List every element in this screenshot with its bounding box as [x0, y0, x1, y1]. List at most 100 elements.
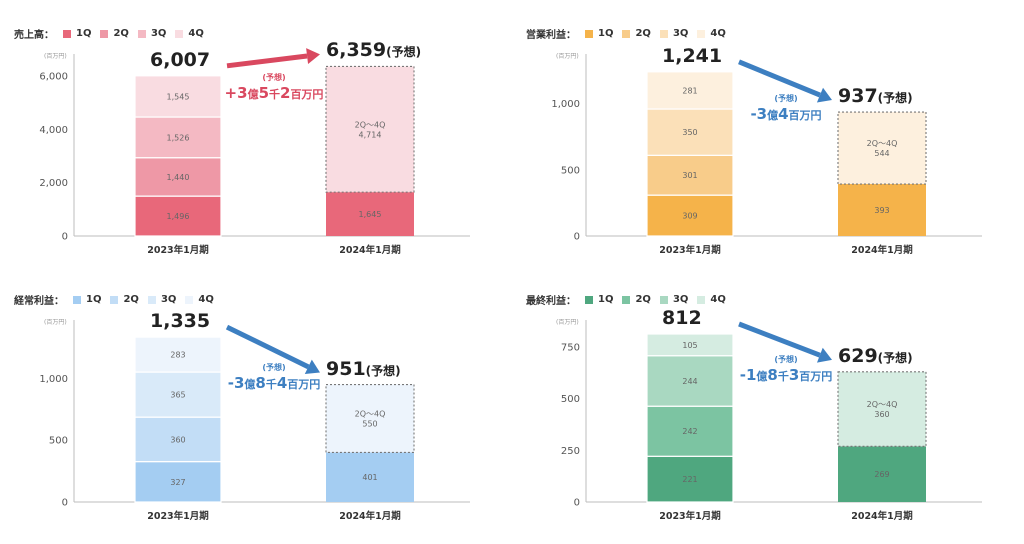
bar-value-label: 244	[682, 377, 697, 386]
x-category-label: 2023年1月期	[659, 245, 721, 256]
diff-unit-part: 3	[788, 365, 800, 384]
diff-label: (予想)	[262, 362, 286, 372]
legend-item-3q: 3Q	[137, 28, 167, 39]
total-2024-forecast: 937(予想)	[838, 85, 913, 107]
legend-item-1q: 1Q	[585, 28, 613, 39]
forecast-period-label: 2Q～4Q	[867, 400, 898, 409]
legend-item-2q: 2Q	[622, 28, 651, 39]
legend-item-4q: 4Q	[697, 294, 726, 305]
legend-item-2q: 2Q	[622, 294, 651, 305]
bar-2023-2q	[646, 154, 734, 196]
bar-2024-1q	[326, 192, 414, 236]
bar-value-label: 1,545	[167, 92, 190, 101]
chart-svg: 0 2,000 4,000 6,000 1,496 1,440 1,526 1,545 1,64…	[39, 48, 470, 243]
y-tick-label: 500	[561, 165, 580, 176]
diff-unit-part: 5	[258, 84, 269, 103]
legend-label: 2Q	[113, 28, 129, 39]
legend-swatch	[622, 295, 631, 304]
bar-value-label: 309	[682, 212, 697, 221]
y-tick-label: 0	[574, 232, 580, 243]
change-arrow-head	[816, 87, 832, 103]
diff-unit-part: 百万円	[799, 369, 833, 383]
total-2024-value: 6,359	[326, 39, 387, 62]
legend-label: 3Q	[150, 28, 167, 39]
diff-label: (予想)	[774, 354, 798, 364]
legend-label: 4Q	[710, 294, 726, 305]
legend-item-4q: 4Q	[185, 294, 214, 305]
legend-item-1q: 1Q	[63, 28, 91, 39]
chart-legend: 経常利益： 1Q 2Q 3Q 4Q	[14, 292, 214, 307]
y-tick-label: 2,000	[39, 178, 68, 189]
total-2023: 812	[662, 307, 702, 329]
diff-unit-part: 千	[777, 369, 789, 383]
chart-title: 最終利益：	[526, 296, 576, 307]
bar-value-label: 242	[682, 427, 697, 436]
x-category-label: 2024年1月期	[851, 245, 913, 256]
total-2024-value: 629	[838, 344, 878, 367]
bar-2023-2q	[646, 405, 734, 457]
y-tick-label: 0	[62, 232, 68, 243]
diff-unit-part: 億	[767, 108, 779, 122]
x-category-label: 2024年1月期	[339, 511, 401, 522]
forecast-period-label: 2Q～4Q	[867, 139, 898, 148]
diff-unit-part: 2	[280, 84, 291, 103]
x-category-label: 2023年1月期	[659, 511, 721, 522]
bar-value-label: 327	[170, 478, 185, 487]
total-2024-value: 951	[326, 357, 366, 380]
forecast-suffix: (予想)	[877, 91, 913, 106]
legend-label: 2Q	[635, 294, 651, 305]
forecast-suffix: (予想)	[365, 363, 401, 378]
bar-2024-forecast-2q-4q	[325, 65, 415, 193]
chart-title: 経常利益：	[14, 296, 64, 307]
y-tick-label: 500	[561, 394, 580, 405]
legend-item-1q: 1Q	[585, 294, 613, 305]
legend-label: 2Q	[123, 294, 139, 305]
legend-swatch	[697, 29, 706, 38]
chart-title: 営業利益：	[526, 30, 576, 41]
forecast-suffix: (予想)	[386, 45, 422, 60]
y-tick-label: 750	[561, 342, 580, 353]
forecast-diff: (予想) +3億5千2百万円	[222, 72, 326, 102]
legend-label: 1Q	[76, 28, 92, 39]
diff-value: +3	[224, 84, 248, 103]
forecast-period-label: 2Q～4Q	[355, 120, 386, 129]
legend-label: 4Q	[710, 28, 726, 39]
total-2024-forecast: 6,359(予想)	[326, 39, 421, 61]
bar-value-label: 281	[682, 86, 697, 95]
diff-unit-part: 4	[778, 104, 789, 123]
diff-unit-part: 千	[269, 88, 280, 102]
forecast-suffix: (予想)	[877, 350, 913, 365]
diff-unit-part: 4	[276, 373, 288, 392]
total-2023: 6,007	[150, 48, 211, 71]
ordinary-profit-chart-panel: 経常利益： 1Q 2Q 3Q 4Q (百万円) 0 500 1,000 327 360 365 283 4…	[0, 284, 500, 544]
bar-2023-1q	[134, 195, 222, 237]
y-tick-label: 1,000	[551, 99, 580, 110]
diff-label: (予想)	[262, 73, 286, 83]
legend-swatch	[137, 29, 146, 38]
unit-label: (百万円)	[556, 53, 579, 60]
y-tick-label: 0	[574, 498, 580, 509]
unit-label: (百万円)	[556, 319, 579, 326]
change-arrow	[226, 53, 308, 69]
legend-swatch	[63, 29, 71, 38]
change-arrow	[738, 59, 821, 98]
legend-label: 3Q	[672, 28, 689, 39]
bar-value-label: 105	[682, 341, 697, 350]
forecast-diff: (予想) -3億4百万円	[734, 93, 838, 123]
chart-legend: 売上高： 1Q 2Q 3Q 4Q	[14, 26, 204, 41]
forecast-diff: (予想) -1億8千3百万円	[734, 354, 838, 384]
legend-label: 3Q	[160, 294, 177, 305]
operating-profit-chart-panel: 営業利益： 1Q 2Q 3Q 4Q (百万円) 0 500 1,000 309 301 350 281 3…	[512, 18, 1012, 278]
legend-label: 1Q	[86, 294, 102, 305]
y-tick-label: 6,000	[39, 72, 68, 83]
change-arrow-head	[816, 347, 832, 363]
bar-2024-forecast-2q-4q	[837, 371, 927, 447]
diff-unit-part: 億	[247, 88, 259, 102]
y-tick-label: 1,000	[39, 374, 68, 385]
unit-label: (百万円)	[44, 53, 67, 60]
bar-value-label: 1,645	[359, 210, 382, 219]
net-profit-chart-panel: 最終利益： 1Q 2Q 3Q 4Q (百万円) 0 250 500 750 221 242 244 105…	[512, 284, 1012, 544]
total-2024-forecast: 629(予想)	[838, 345, 913, 367]
x-category-label: 2023年1月期	[147, 245, 209, 256]
